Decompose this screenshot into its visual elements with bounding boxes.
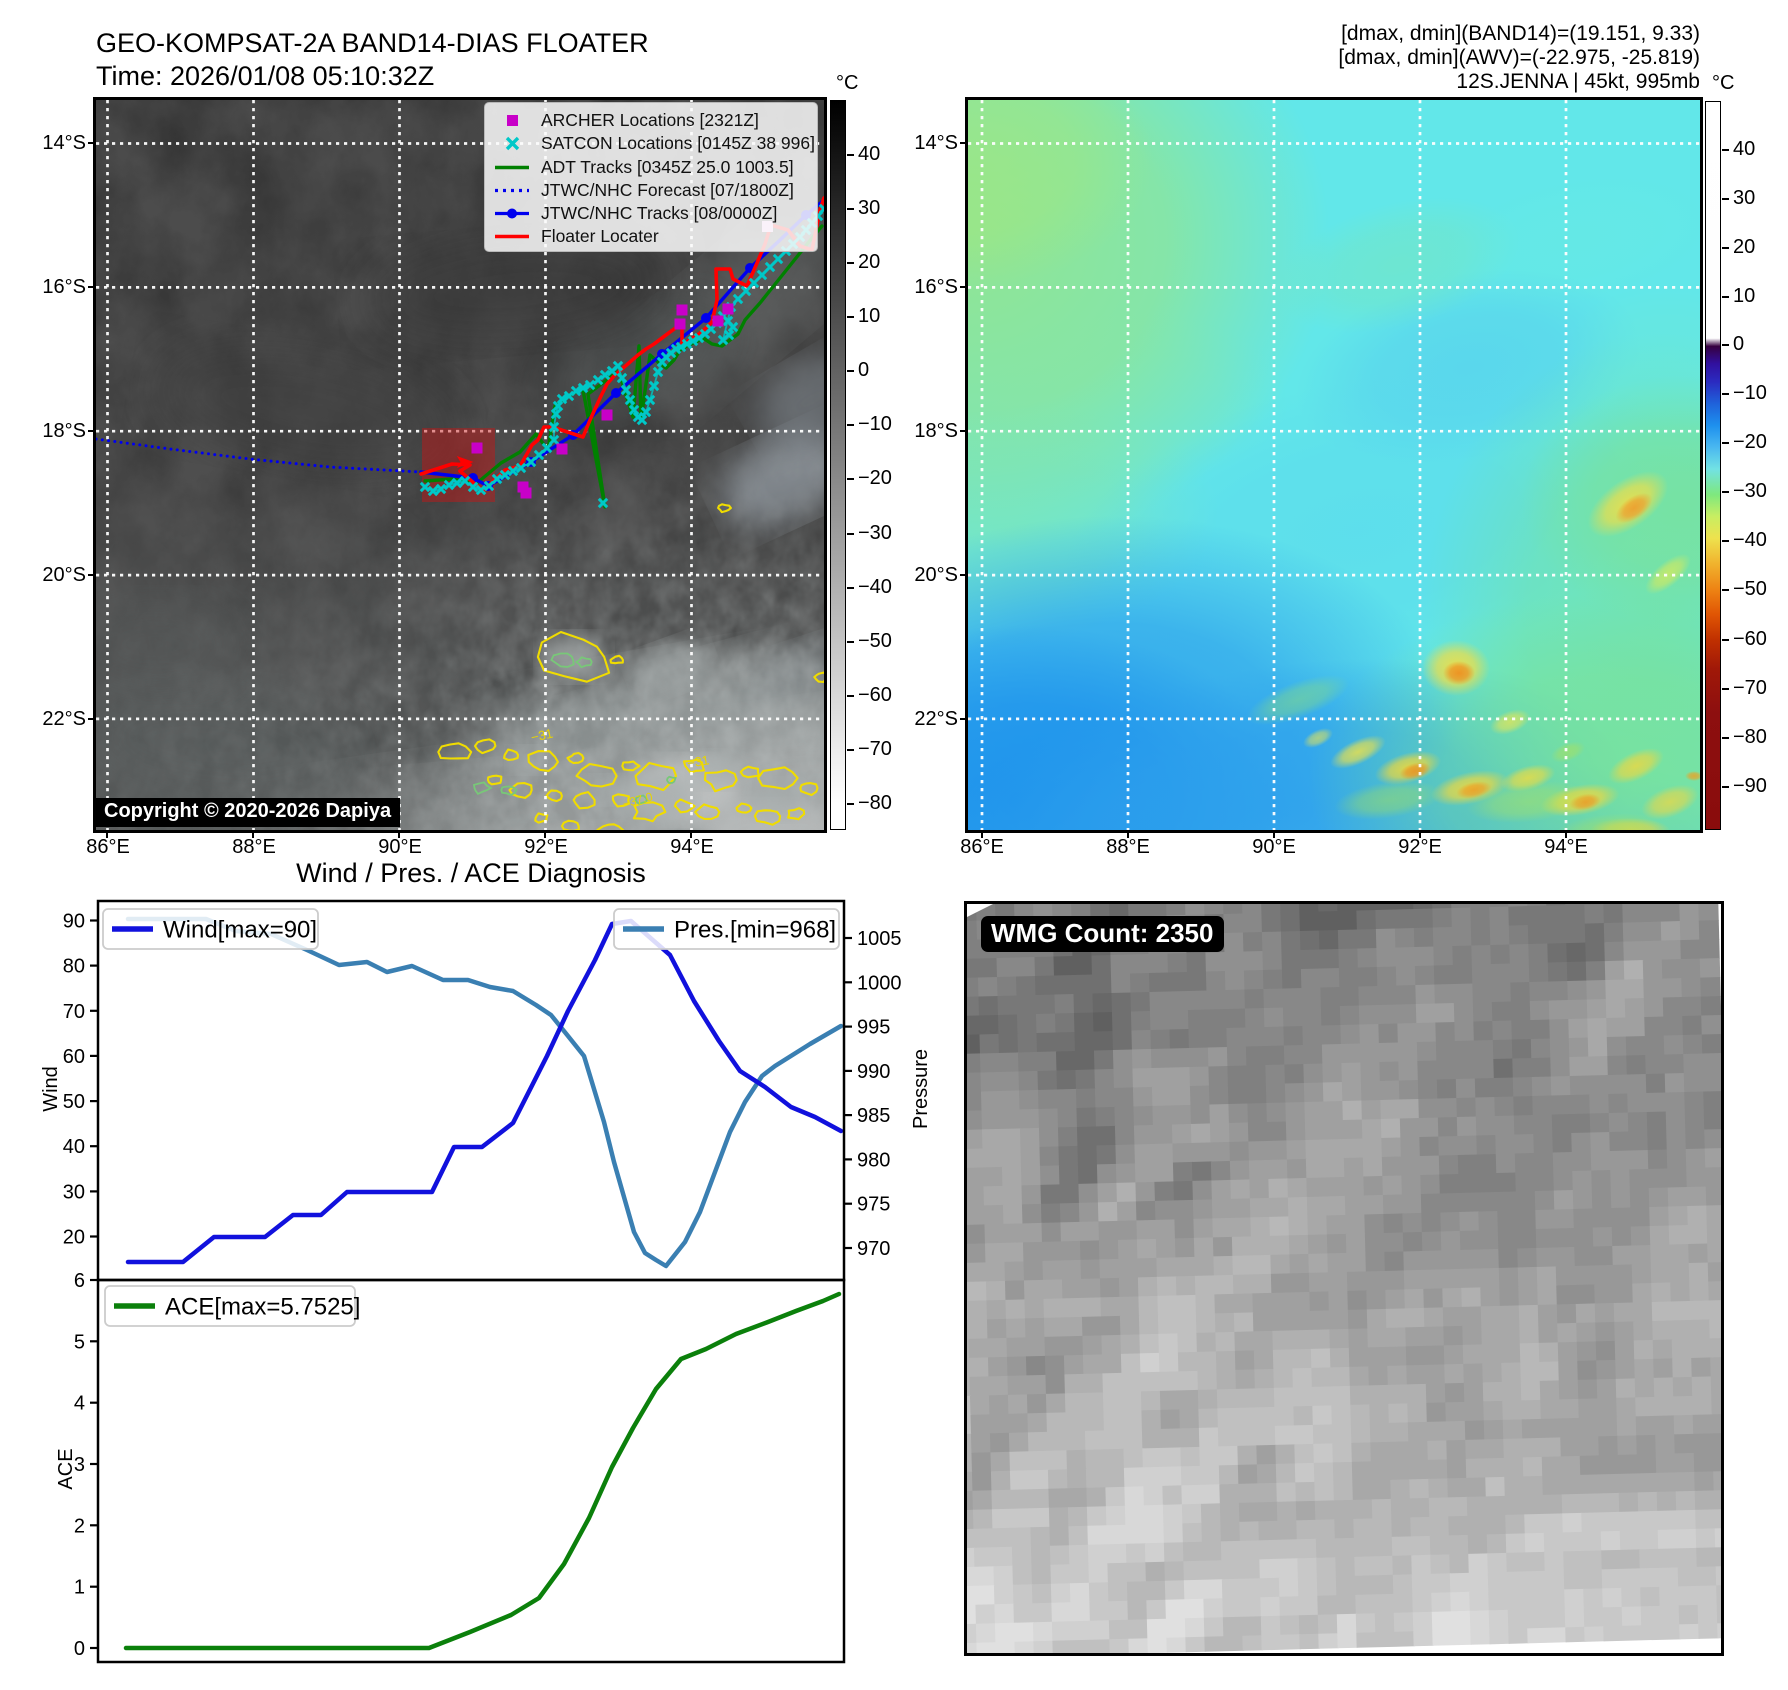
svg-text:990: 990 xyxy=(857,1061,890,1083)
svg-text:3: 3 xyxy=(74,1454,85,1476)
svg-text:2: 2 xyxy=(74,1515,85,1537)
svg-text:Pres.[min=968]: Pres.[min=968] xyxy=(674,917,836,944)
svg-text:980: 980 xyxy=(857,1149,890,1171)
svg-text:1: 1 xyxy=(74,1577,85,1599)
svg-text:0: 0 xyxy=(74,1638,85,1660)
svg-text:6: 6 xyxy=(74,1270,85,1292)
svg-text:50: 50 xyxy=(63,1091,85,1113)
svg-text:80: 80 xyxy=(63,956,85,978)
svg-text:Wind / Pres. / ACE Diagnosis: Wind / Pres. / ACE Diagnosis xyxy=(296,860,646,888)
svg-text:1000: 1000 xyxy=(857,972,902,994)
svg-text:90: 90 xyxy=(63,911,85,933)
svg-text:Wind[max=90]: Wind[max=90] xyxy=(163,917,317,944)
svg-text:ACE[max=5.7525]: ACE[max=5.7525] xyxy=(165,1294,360,1321)
svg-text:1005: 1005 xyxy=(857,928,902,950)
svg-text:ACE: ACE xyxy=(55,1448,77,1489)
svg-text:20: 20 xyxy=(63,1227,85,1249)
svg-text:Pressure: Pressure xyxy=(910,1049,932,1129)
svg-text:4: 4 xyxy=(74,1393,85,1415)
svg-text:975: 975 xyxy=(857,1194,890,1216)
svg-text:40: 40 xyxy=(63,1136,85,1158)
svg-text:30: 30 xyxy=(63,1181,85,1203)
svg-text:−31: −31 xyxy=(530,726,555,745)
svg-text:995: 995 xyxy=(857,1017,890,1039)
svg-text:60: 60 xyxy=(63,1046,85,1068)
svg-text:985: 985 xyxy=(857,1105,890,1127)
svg-text:70: 70 xyxy=(63,1001,85,1023)
svg-text:Wind: Wind xyxy=(40,1066,62,1112)
svg-text:970: 970 xyxy=(857,1238,890,1260)
svg-text:5: 5 xyxy=(74,1331,85,1353)
